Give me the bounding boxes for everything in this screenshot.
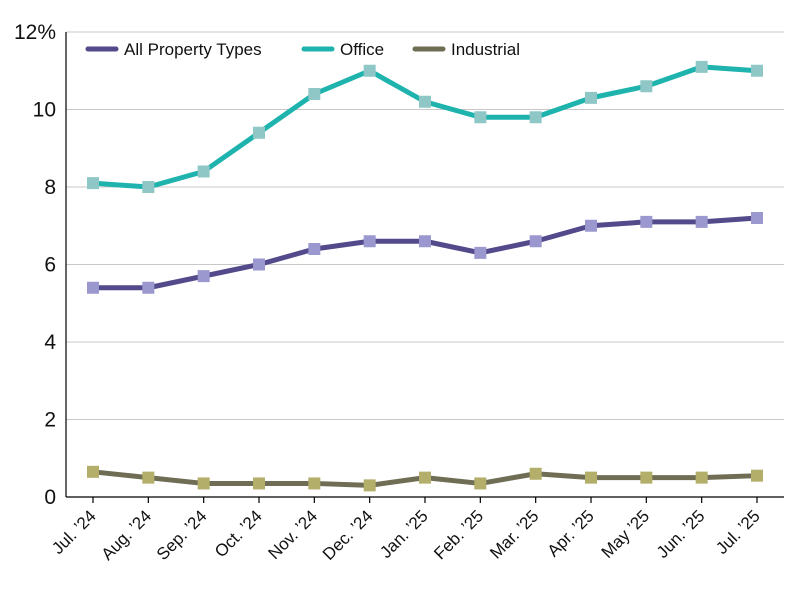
data-point [529, 111, 542, 124]
data-point [695, 60, 708, 73]
data-point [308, 88, 321, 100]
y-tick-label: 8 [44, 176, 56, 199]
series-2 [87, 465, 763, 492]
data-point [640, 471, 653, 484]
x-tick-label: Jul. ’25 [712, 506, 764, 558]
data-point [253, 126, 265, 139]
x-tick-label: Aug. ’24 [98, 506, 156, 564]
data-point [197, 477, 210, 490]
x-tick-label: Dec. ’24 [319, 506, 377, 564]
x-tick-label: Apr. ’25 [544, 506, 598, 560]
data-point [751, 212, 763, 224]
series-line [90, 215, 760, 291]
data-point [87, 177, 99, 190]
series-0 [87, 212, 763, 294]
data-point [585, 471, 597, 484]
data-point [308, 243, 321, 255]
x-tick-label: Nov. ’24 [265, 506, 322, 563]
data-point [363, 479, 376, 492]
data-point [363, 64, 376, 77]
y-tick-label: 2 [44, 409, 56, 432]
data-point [474, 111, 487, 124]
data-point [197, 270, 210, 283]
grid-layer [66, 31, 784, 420]
data-point [87, 465, 99, 478]
x-tick-label: Jul. ’24 [48, 506, 100, 558]
data-point [197, 165, 210, 178]
x-tick-label: Mar. ’25 [486, 506, 542, 562]
data-point [419, 235, 431, 248]
data-point [87, 281, 99, 294]
legend-label: Office [340, 40, 384, 59]
data-point [419, 95, 431, 108]
data-point [751, 469, 763, 482]
data-point [253, 477, 265, 490]
data-point [529, 467, 542, 480]
data-point [419, 471, 431, 484]
y-tick-label: 0 [44, 486, 56, 509]
x-tick-label: Jan. ’25 [376, 506, 432, 562]
x-tick-label: Sep. ’24 [153, 506, 211, 564]
data-point [585, 91, 597, 104]
series-layer [87, 60, 763, 492]
series-line [90, 64, 760, 190]
x-tick-label: Feb. ’25 [430, 506, 487, 563]
x-tick-label: May ’25 [598, 506, 654, 562]
legend-item: Office [301, 40, 384, 59]
legend-label: Industrial [451, 40, 520, 59]
data-point [474, 477, 487, 490]
legend-label: All Property Types [124, 40, 262, 59]
legend-item: All Property Types [85, 40, 262, 59]
data-point [142, 471, 155, 484]
y-tick-label: 10 [33, 99, 56, 122]
data-point [529, 235, 542, 248]
y-tick-label: 4 [44, 331, 56, 354]
data-point [363, 235, 376, 248]
data-point [695, 215, 708, 228]
data-point [640, 80, 653, 93]
data-point [142, 281, 155, 294]
data-point [308, 477, 321, 490]
data-point [751, 64, 763, 77]
data-point [253, 258, 265, 271]
legend: All Property Types Office Industrial [85, 40, 520, 59]
data-point [585, 219, 597, 232]
y-tick-label: 6 [44, 254, 56, 277]
series-1 [87, 60, 763, 193]
data-point [142, 181, 155, 193]
x-tick-label: Jun. ’25 [653, 506, 709, 562]
y-tick-label: 12% [14, 21, 56, 44]
x-tick-label: Oct. ’24 [211, 506, 266, 561]
legend-item: Industrial [412, 40, 520, 59]
data-point [695, 471, 708, 484]
data-point [640, 215, 653, 228]
data-point [474, 246, 487, 259]
